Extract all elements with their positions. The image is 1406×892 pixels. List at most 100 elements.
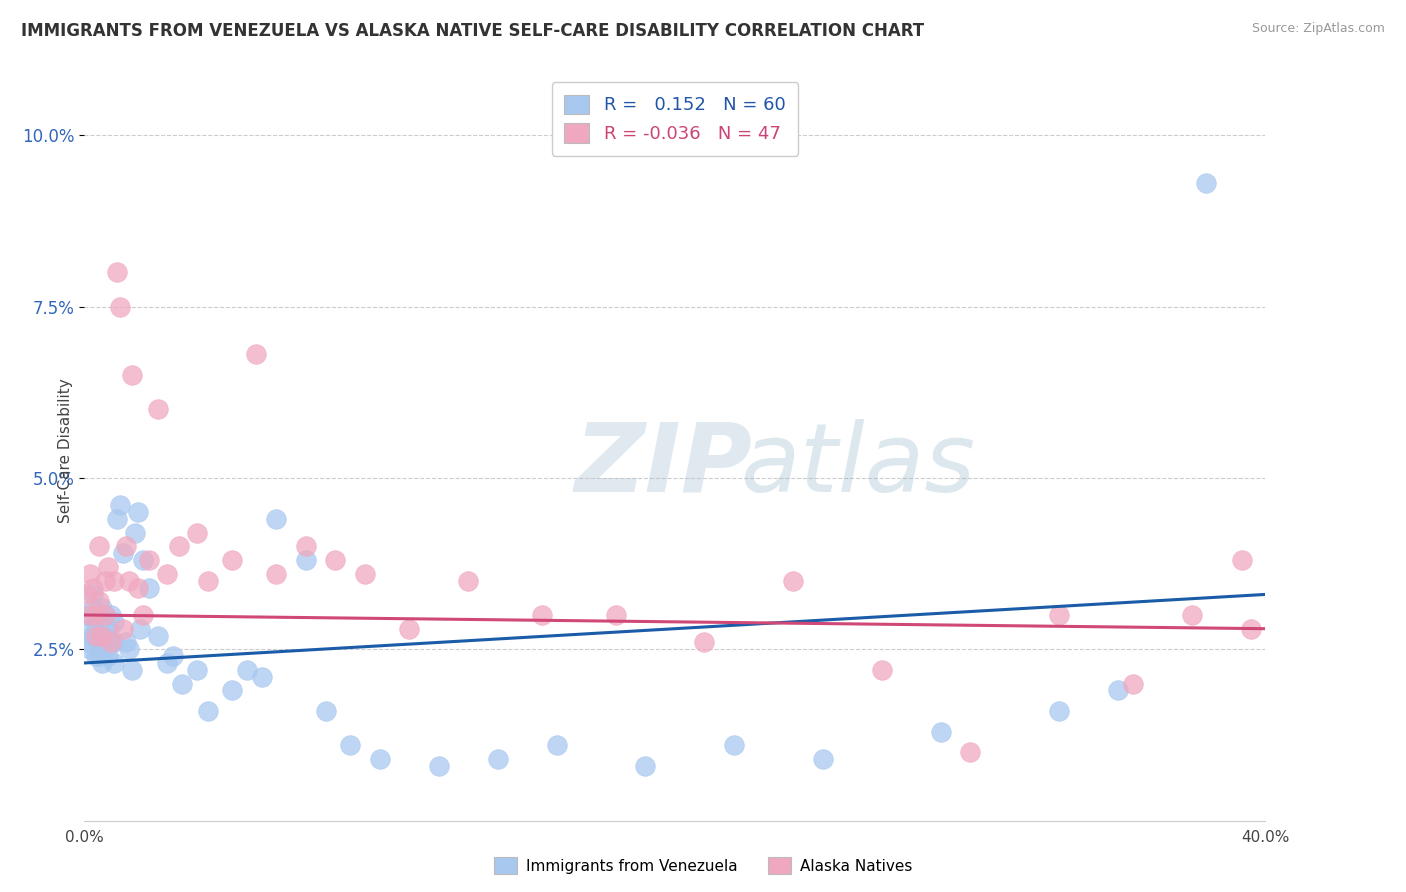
Point bbox=[245, 347, 267, 361]
Point bbox=[315, 704, 337, 718]
Text: IMMIGRANTS FROM VENEZUELA VS ALASKA NATIVE SELF-CARE DISABILITY CORRELATION CHAR: IMMIGRANTS FROM VENEZUELA VS ALASKA NATI… bbox=[21, 22, 924, 40]
Point bbox=[1107, 683, 1129, 698]
Point bbox=[94, 607, 117, 622]
Point bbox=[486, 752, 509, 766]
Point bbox=[121, 368, 143, 382]
Point bbox=[118, 642, 141, 657]
Point bbox=[398, 622, 420, 636]
Point bbox=[121, 663, 143, 677]
Point bbox=[221, 553, 243, 567]
Point bbox=[634, 759, 657, 773]
Point bbox=[162, 649, 184, 664]
Point bbox=[870, 663, 893, 677]
Point bbox=[1181, 607, 1204, 622]
Point bbox=[546, 738, 568, 752]
Point bbox=[97, 560, 120, 574]
Point bbox=[91, 656, 114, 670]
Point bbox=[105, 265, 128, 279]
Point bbox=[197, 574, 219, 588]
Point bbox=[138, 581, 160, 595]
Point bbox=[94, 642, 117, 657]
Point bbox=[103, 574, 125, 588]
Point bbox=[97, 649, 120, 664]
Point bbox=[266, 566, 288, 581]
Point bbox=[94, 628, 117, 642]
Point bbox=[105, 512, 128, 526]
Point bbox=[129, 622, 152, 636]
Point bbox=[811, 752, 834, 766]
Point bbox=[82, 587, 104, 601]
Point bbox=[236, 663, 259, 677]
Point bbox=[354, 566, 377, 581]
Point bbox=[76, 587, 98, 601]
Point bbox=[114, 540, 136, 554]
Point bbox=[111, 546, 134, 560]
Point bbox=[97, 622, 120, 636]
Text: ZIP: ZIP bbox=[575, 418, 752, 512]
Point bbox=[79, 642, 101, 657]
Point bbox=[91, 601, 114, 615]
Point bbox=[266, 512, 288, 526]
Point bbox=[167, 540, 190, 554]
Point bbox=[94, 607, 117, 622]
Point bbox=[1122, 676, 1144, 690]
Point bbox=[132, 553, 155, 567]
Point bbox=[103, 615, 125, 629]
Point bbox=[82, 601, 104, 615]
Point bbox=[84, 607, 107, 622]
Point bbox=[79, 607, 101, 622]
Point bbox=[108, 498, 131, 512]
Point bbox=[91, 628, 114, 642]
Point bbox=[1240, 622, 1263, 636]
Point bbox=[1230, 553, 1253, 567]
Point bbox=[79, 622, 101, 636]
Point bbox=[782, 574, 804, 588]
Text: atlas: atlas bbox=[740, 418, 974, 512]
Point bbox=[221, 683, 243, 698]
Point bbox=[138, 553, 160, 567]
Point bbox=[87, 615, 111, 629]
Point bbox=[368, 752, 391, 766]
Point bbox=[84, 628, 107, 642]
Point bbox=[103, 635, 125, 649]
Point bbox=[170, 676, 193, 690]
Point bbox=[91, 628, 114, 642]
Point bbox=[76, 607, 98, 622]
Point bbox=[103, 656, 125, 670]
Point bbox=[457, 574, 479, 588]
Text: Source: ZipAtlas.com: Source: ZipAtlas.com bbox=[1251, 22, 1385, 36]
Point bbox=[1195, 176, 1218, 190]
Point bbox=[108, 300, 131, 314]
Legend: Immigrants from Venezuela, Alaska Natives: Immigrants from Venezuela, Alaska Native… bbox=[488, 851, 918, 880]
Point bbox=[156, 566, 179, 581]
Point bbox=[325, 553, 347, 567]
Point bbox=[82, 628, 104, 642]
Point bbox=[1047, 607, 1070, 622]
Point bbox=[929, 724, 952, 739]
Point bbox=[127, 581, 149, 595]
Point bbox=[87, 649, 111, 664]
Point bbox=[723, 738, 745, 752]
Point bbox=[427, 759, 450, 773]
Point bbox=[87, 635, 111, 649]
Point bbox=[100, 635, 122, 649]
Point bbox=[94, 574, 117, 588]
Legend: R =   0.152   N = 60, R = -0.036   N = 47: R = 0.152 N = 60, R = -0.036 N = 47 bbox=[551, 82, 799, 156]
Point bbox=[186, 663, 208, 677]
Point bbox=[118, 574, 141, 588]
Point bbox=[111, 622, 134, 636]
Point bbox=[295, 553, 318, 567]
Point bbox=[132, 607, 155, 622]
Point bbox=[114, 635, 136, 649]
Point bbox=[82, 581, 104, 595]
Point bbox=[148, 402, 170, 417]
Point bbox=[156, 656, 179, 670]
Point bbox=[693, 635, 716, 649]
Point bbox=[197, 704, 219, 718]
Point bbox=[295, 540, 318, 554]
Point bbox=[84, 622, 107, 636]
Point bbox=[124, 525, 146, 540]
Point bbox=[148, 628, 170, 642]
Point bbox=[127, 505, 149, 519]
Point bbox=[100, 635, 122, 649]
